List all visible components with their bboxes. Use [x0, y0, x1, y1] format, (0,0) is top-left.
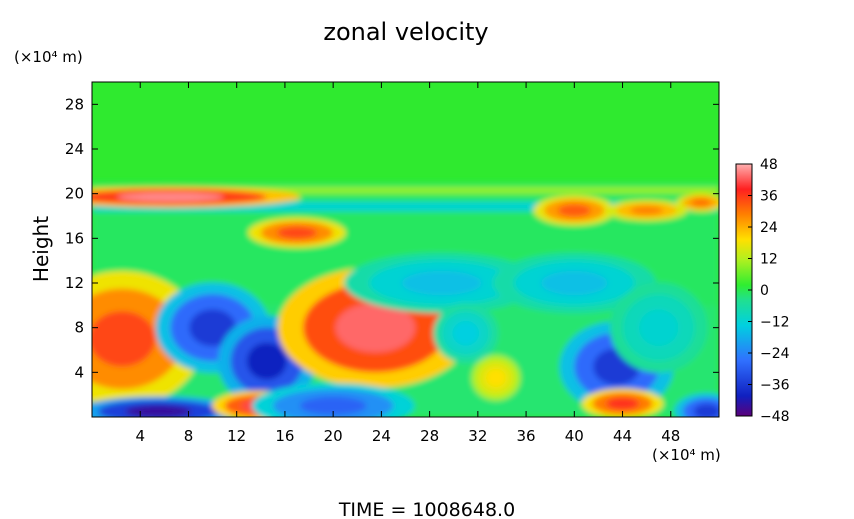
time-label: TIME = 1008648.0 — [338, 499, 515, 519]
colorbar-tick-label: −48 — [760, 409, 790, 425]
colorbar-tick-label: 36 — [760, 189, 778, 205]
feature-core — [92, 311, 156, 367]
feature-core — [277, 226, 317, 239]
colorbar-tick-label: −24 — [760, 346, 790, 362]
x-tick-label: 48 — [661, 427, 680, 445]
colorbar-tick-label: 0 — [760, 283, 769, 299]
feature-core — [125, 405, 192, 417]
feature-core — [638, 309, 679, 347]
x-tick-label: 28 — [420, 427, 439, 445]
x-tick-label: 4 — [135, 427, 145, 445]
y-unit-label: (×10⁴ m) — [14, 48, 83, 66]
colorbar-tick-label: 24 — [760, 220, 778, 236]
x-tick-label: 44 — [613, 427, 632, 445]
colorbar-axis: 48 36 24 12 0 −12 −24 −36 −48 — [748, 157, 790, 425]
feature-core — [452, 320, 480, 346]
feature-core — [693, 404, 719, 417]
y-tick-label: 16 — [65, 229, 84, 247]
chart-title: zonal velocity — [323, 18, 488, 46]
y-axis-label: Height — [29, 216, 53, 282]
x-tick-label: 12 — [227, 427, 246, 445]
x-tick-label: 8 — [184, 427, 194, 445]
feature-core — [605, 397, 640, 410]
y-axis: 4 8 12 16 20 24 28 — [65, 95, 719, 381]
colorbar-tick-label: 12 — [760, 252, 778, 268]
feature-core — [335, 303, 416, 353]
colorbar-tick-label: 48 — [760, 157, 778, 173]
x-tick-label: 16 — [275, 427, 294, 445]
x-unit-label: (×10⁴ m) — [652, 446, 721, 464]
x-tick-label: 36 — [517, 427, 536, 445]
feature-core — [401, 270, 482, 296]
feature-core — [557, 204, 591, 217]
feature-core — [299, 396, 367, 416]
band-yellow-strip — [92, 186, 719, 194]
plot-frame — [91, 81, 720, 418]
y-tick-label: 4 — [74, 363, 84, 381]
x-tick-label: 20 — [324, 427, 343, 445]
heatmap-plot — [92, 82, 719, 417]
feature-core — [189, 309, 236, 347]
colorbar-tick-label: −36 — [760, 378, 790, 394]
x-axis: 4 8 12 16 20 24 28 32 36 40 44 48 — [135, 82, 680, 445]
x-tick-label: 40 — [565, 427, 584, 445]
y-tick-label: 8 — [74, 319, 84, 337]
y-tick-label: 12 — [65, 274, 84, 292]
feature-core — [630, 206, 664, 215]
y-tick-label: 20 — [65, 185, 84, 203]
y-tick-label: 24 — [65, 140, 84, 158]
colorbar-tick-label: −12 — [760, 315, 790, 331]
feature-core — [690, 198, 711, 207]
feature-core — [485, 368, 506, 388]
band-cyan-strip — [92, 201, 719, 212]
feature-core — [541, 270, 608, 296]
feature-core — [117, 192, 224, 202]
x-tick-label: 24 — [372, 427, 391, 445]
y-tick-label: 28 — [65, 95, 84, 113]
feature-core — [246, 342, 287, 380]
x-tick-label: 32 — [468, 427, 487, 445]
